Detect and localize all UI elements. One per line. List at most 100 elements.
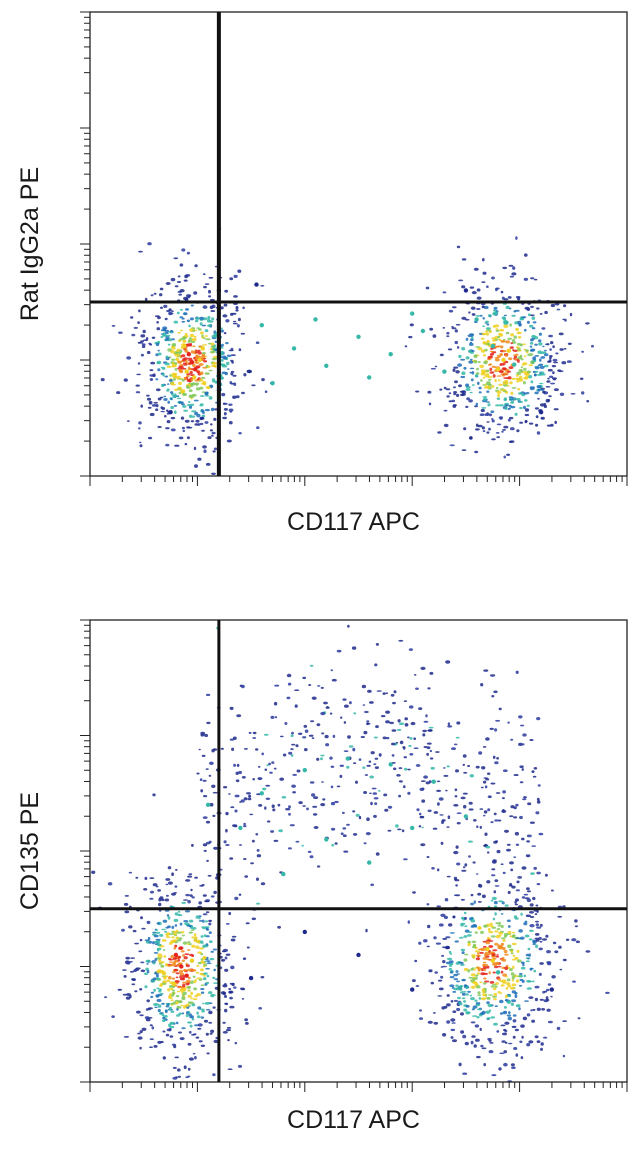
density-dot (184, 332, 188, 335)
density-dot (194, 264, 198, 268)
density-dot (206, 721, 211, 725)
density-dot (382, 736, 387, 740)
density-dot (295, 840, 300, 843)
density-dot (193, 399, 199, 402)
density-dot (490, 674, 496, 677)
density-dot (137, 321, 140, 324)
density-dot (470, 893, 474, 897)
density-dot (408, 335, 413, 339)
density-dot (548, 334, 553, 338)
density-dot (173, 918, 179, 923)
data-point (197, 357, 202, 363)
density-dot (547, 399, 551, 402)
density-dot (502, 338, 506, 341)
density-dot (312, 805, 318, 808)
density-dot (212, 976, 216, 980)
density-dot (514, 831, 520, 836)
density-dot (521, 316, 527, 318)
density-dot (343, 850, 349, 853)
density-dot (343, 704, 349, 708)
density-dot (393, 767, 397, 771)
density-dot (274, 684, 280, 687)
density-dot (187, 357, 193, 360)
density-dot (182, 974, 186, 978)
density-dot (498, 931, 503, 935)
density-dot (198, 748, 201, 751)
density-dot (519, 318, 524, 321)
density-dot (159, 961, 165, 964)
density-dot (468, 349, 472, 353)
density-dot (205, 768, 209, 770)
density-dot (201, 883, 205, 887)
density-dot (493, 1022, 498, 1026)
density-dot (190, 931, 194, 934)
density-dot (472, 943, 476, 947)
density-dot (448, 309, 454, 313)
density-dot (516, 371, 522, 375)
density-dot (480, 683, 484, 687)
density-dot (279, 735, 284, 738)
density-dot (223, 303, 228, 307)
density-dot (370, 751, 375, 755)
density-dot (188, 873, 193, 876)
density-dot (227, 368, 230, 370)
density-dot (497, 819, 502, 822)
density-dot (541, 1008, 546, 1011)
density-dot (448, 960, 454, 964)
density-dot (175, 868, 178, 871)
density-dot (163, 976, 167, 980)
density-dot (497, 944, 500, 948)
density-dot (201, 1009, 205, 1013)
density-dot (515, 898, 519, 902)
data-point (549, 987, 554, 992)
density-dot (200, 984, 205, 986)
density-dot (205, 911, 210, 914)
density-dot (374, 802, 378, 805)
density-dot (210, 994, 216, 996)
density-dot (363, 730, 368, 735)
density-dot (212, 748, 218, 751)
density-dot (181, 996, 186, 1001)
density-dot (507, 890, 511, 895)
density-dot (515, 377, 521, 381)
density-dot (385, 720, 390, 724)
density-dot (461, 392, 466, 396)
density-dot (511, 958, 517, 961)
density-dot (111, 1015, 115, 1018)
density-dot (204, 329, 209, 333)
data-point (356, 952, 361, 958)
density-dot (502, 350, 507, 353)
density-dot (543, 364, 549, 368)
density-dot (451, 327, 457, 330)
density-dot (553, 361, 559, 364)
density-dot (287, 847, 292, 850)
density-dot (467, 942, 471, 947)
density-dot (479, 951, 484, 954)
density-dot (513, 856, 516, 859)
density-dot (523, 355, 527, 358)
density-dot (464, 925, 468, 928)
density-dot (530, 872, 535, 875)
density-dot (169, 1035, 174, 1038)
density-dot (140, 916, 143, 920)
density-dot (171, 892, 176, 896)
density-dot (194, 876, 198, 879)
density-dot (463, 935, 468, 938)
density-dot (489, 350, 494, 353)
density-dot (539, 312, 543, 315)
density-dot (161, 972, 167, 976)
density-dot (497, 393, 500, 398)
density-dot (241, 776, 246, 779)
density-dot (213, 447, 218, 451)
density-dot (261, 752, 265, 756)
density-dot (464, 916, 467, 920)
density-dot (516, 959, 522, 963)
density-dot (492, 995, 497, 998)
density-dot (188, 943, 192, 946)
density-dot (521, 837, 525, 841)
density-dot (158, 955, 163, 958)
density-dot (200, 789, 204, 793)
density-dot (450, 1028, 456, 1032)
